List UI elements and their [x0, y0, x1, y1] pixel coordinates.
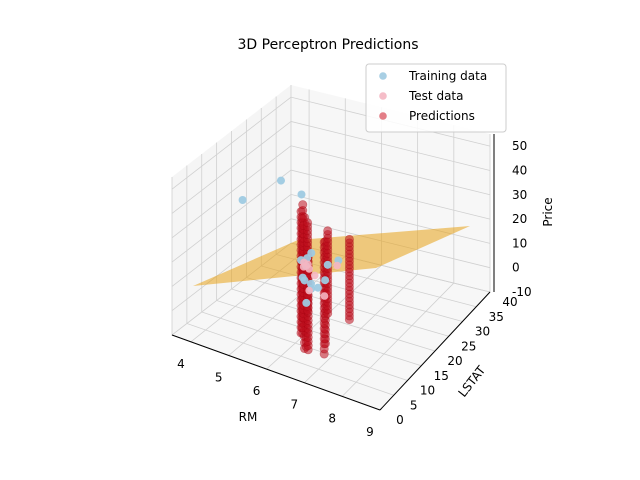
- test-points: [299, 258, 341, 300]
- training-point: [300, 276, 309, 285]
- z-tick-label: 10: [512, 236, 527, 250]
- legend-frame: [365, 63, 507, 133]
- prediction-point: [303, 218, 313, 228]
- grid-line-z: [171, 121, 491, 214]
- z-tick-label: -10: [512, 285, 532, 299]
- training-point: [321, 276, 330, 285]
- axis-lines: [171, 134, 495, 411]
- chart-title: 3D Perceptron Predictions: [237, 37, 418, 53]
- x-tick-label: 4: [177, 357, 185, 371]
- z-tick-label: 30: [512, 188, 527, 202]
- y-tick-label: 30: [475, 325, 490, 339]
- floor-pane: [172, 243, 490, 410]
- x-tick-label: 7: [291, 398, 299, 412]
- test-point: [320, 292, 329, 300]
- z-axis-label: Price: [541, 197, 555, 226]
- y-tick-label: 0: [396, 413, 404, 427]
- training-point: [276, 176, 285, 185]
- y-tick-label: 40: [502, 295, 517, 309]
- prediction-point: [344, 234, 354, 244]
- x-axis-label: RM: [239, 410, 258, 424]
- legend-label: Test data: [408, 89, 463, 103]
- training-point: [238, 196, 247, 205]
- training-point: [297, 190, 306, 199]
- x-tick-label: 5: [215, 370, 223, 384]
- x-axis-line: [171, 334, 381, 411]
- legend-label: Predictions: [409, 109, 475, 123]
- training-point: [307, 248, 316, 257]
- y-axis-line: [379, 291, 491, 411]
- z-tick-label: 20: [512, 212, 527, 226]
- y-tick-label: 35: [489, 310, 504, 324]
- legend-marker: [379, 112, 387, 120]
- prediction-point: [323, 226, 333, 236]
- prediction-point: [298, 200, 308, 210]
- legend-marker: [379, 92, 387, 100]
- test-point: [305, 286, 313, 295]
- y-tick-label: 20: [447, 354, 462, 368]
- y-tick-label: 25: [461, 339, 476, 353]
- z-tick-label: 40: [512, 163, 527, 177]
- z-tick-label: 0: [512, 261, 520, 275]
- training-point: [323, 260, 332, 269]
- legend: Training data Test data Predictions: [365, 63, 507, 133]
- grid-line-z: [171, 242, 491, 336]
- training-point: [302, 298, 311, 307]
- grid-line-z: [171, 169, 491, 263]
- grid-line-z: [171, 145, 491, 239]
- test-point: [310, 271, 319, 280]
- x-tick-label: 9: [366, 425, 374, 439]
- legend-marker: [379, 72, 387, 80]
- y-tick-label: 15: [434, 369, 449, 383]
- training-point: [313, 283, 322, 292]
- y-tick-label: 10: [420, 384, 435, 398]
- grid-line-z: [171, 193, 491, 287]
- legend-label: Training data: [408, 69, 487, 83]
- y-tick-label: 5: [410, 398, 418, 412]
- x-tick-label: 8: [328, 411, 336, 425]
- z-tick-label: 50: [512, 139, 527, 153]
- test-point: [305, 265, 314, 273]
- x-tick-label: 6: [253, 384, 261, 398]
- test-point: [333, 261, 341, 270]
